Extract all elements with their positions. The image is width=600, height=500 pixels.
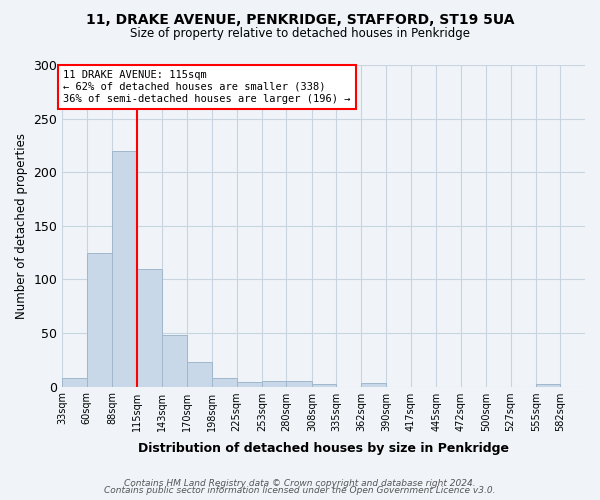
- Bar: [87, 252, 112, 386]
- Text: Contains HM Land Registry data © Crown copyright and database right 2024.: Contains HM Land Registry data © Crown c…: [124, 478, 476, 488]
- Text: Size of property relative to detached houses in Penkridge: Size of property relative to detached ho…: [130, 28, 470, 40]
- Bar: [112, 150, 137, 386]
- Y-axis label: Number of detached properties: Number of detached properties: [15, 133, 28, 319]
- Bar: [62, 378, 87, 386]
- Bar: [212, 378, 236, 386]
- Bar: [536, 384, 560, 386]
- Text: 11 DRAKE AVENUE: 115sqm
← 62% of detached houses are smaller (338)
36% of semi-d: 11 DRAKE AVENUE: 115sqm ← 62% of detache…: [63, 70, 350, 104]
- Bar: [137, 268, 162, 386]
- Bar: [286, 381, 312, 386]
- Bar: [187, 362, 212, 386]
- Bar: [361, 384, 386, 386]
- Bar: [236, 382, 262, 386]
- Bar: [312, 384, 337, 386]
- Text: Contains public sector information licensed under the Open Government Licence v3: Contains public sector information licen…: [104, 486, 496, 495]
- Text: 11, DRAKE AVENUE, PENKRIDGE, STAFFORD, ST19 5UA: 11, DRAKE AVENUE, PENKRIDGE, STAFFORD, S…: [86, 12, 514, 26]
- X-axis label: Distribution of detached houses by size in Penkridge: Distribution of detached houses by size …: [138, 442, 509, 455]
- Bar: [162, 335, 187, 386]
- Bar: [262, 381, 286, 386]
